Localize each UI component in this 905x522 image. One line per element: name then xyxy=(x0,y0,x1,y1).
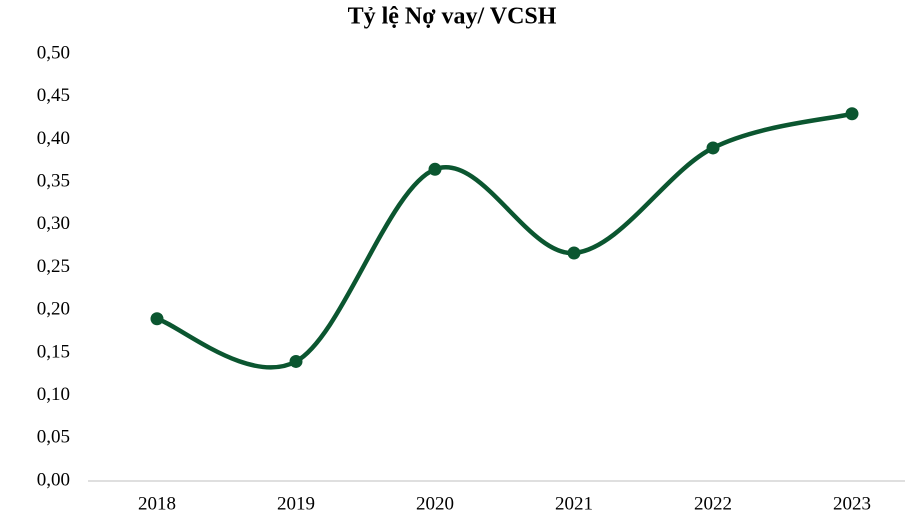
x-tick-label: 2018 xyxy=(138,493,176,514)
x-tick-label: 2019 xyxy=(277,493,315,514)
y-tick-label: 0,35 xyxy=(37,170,70,191)
y-tick-label: 0,15 xyxy=(37,341,70,362)
y-tick-label: 0,05 xyxy=(37,427,70,448)
chart-title: Tỷ lệ Nợ vay/ VCSH xyxy=(348,4,557,30)
marker xyxy=(845,107,859,121)
marker xyxy=(150,312,164,326)
line xyxy=(154,111,855,370)
x-tick-label: 2023 xyxy=(833,493,871,514)
y-tick-label: 0,50 xyxy=(37,42,70,63)
y-tick-label: 0,20 xyxy=(37,299,70,320)
x-tick-label: 2021 xyxy=(555,493,593,514)
marker xyxy=(428,162,442,176)
x-tick-label: 2020 xyxy=(416,493,454,514)
y-tick-label: 0,40 xyxy=(37,128,70,149)
y-tick-label: 0,30 xyxy=(37,213,70,234)
y-tick-label: 0,45 xyxy=(37,85,70,106)
y-tick-label: 0,00 xyxy=(37,469,70,490)
marker xyxy=(706,141,720,155)
marker xyxy=(289,354,303,368)
y-tick-label: 0,10 xyxy=(37,384,70,405)
y-tick-label: 0,25 xyxy=(37,256,70,277)
x-tick-label: 2022 xyxy=(694,493,732,514)
marker xyxy=(567,246,581,260)
